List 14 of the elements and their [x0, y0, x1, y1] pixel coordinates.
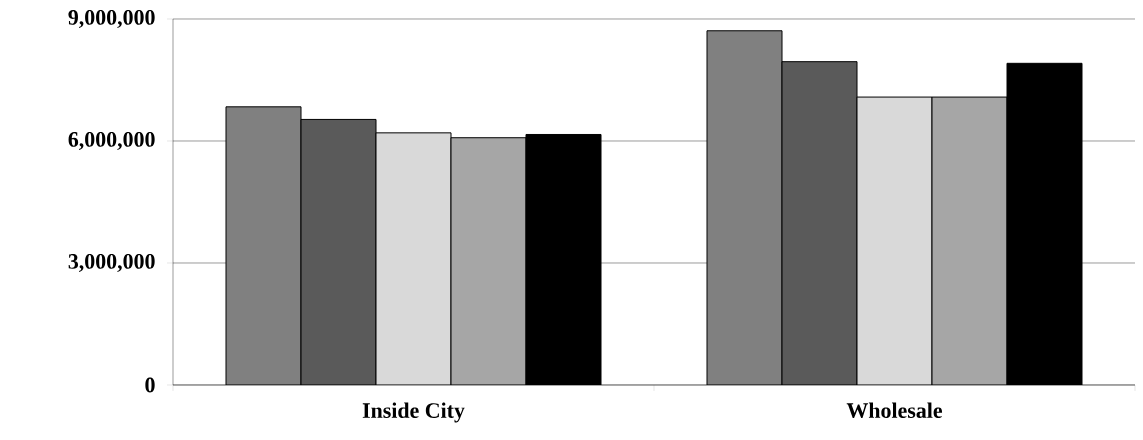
y-tick-label: 3,000,000 [68, 254, 155, 272]
bar [856, 96, 933, 385]
bar [225, 106, 302, 385]
bar [931, 96, 1008, 385]
bar [450, 137, 527, 385]
x-tick-label: Wholesale [846, 402, 943, 419]
bar [300, 118, 377, 385]
x-tick-label: Inside City [362, 402, 465, 423]
y-tick-label: 6,000,000 [68, 132, 155, 150]
y-tick-label: 9,000,000 [68, 10, 155, 28]
bar [375, 132, 452, 385]
bar [706, 30, 783, 385]
y-tick-label: 0 [145, 377, 155, 393]
bar [781, 61, 858, 385]
